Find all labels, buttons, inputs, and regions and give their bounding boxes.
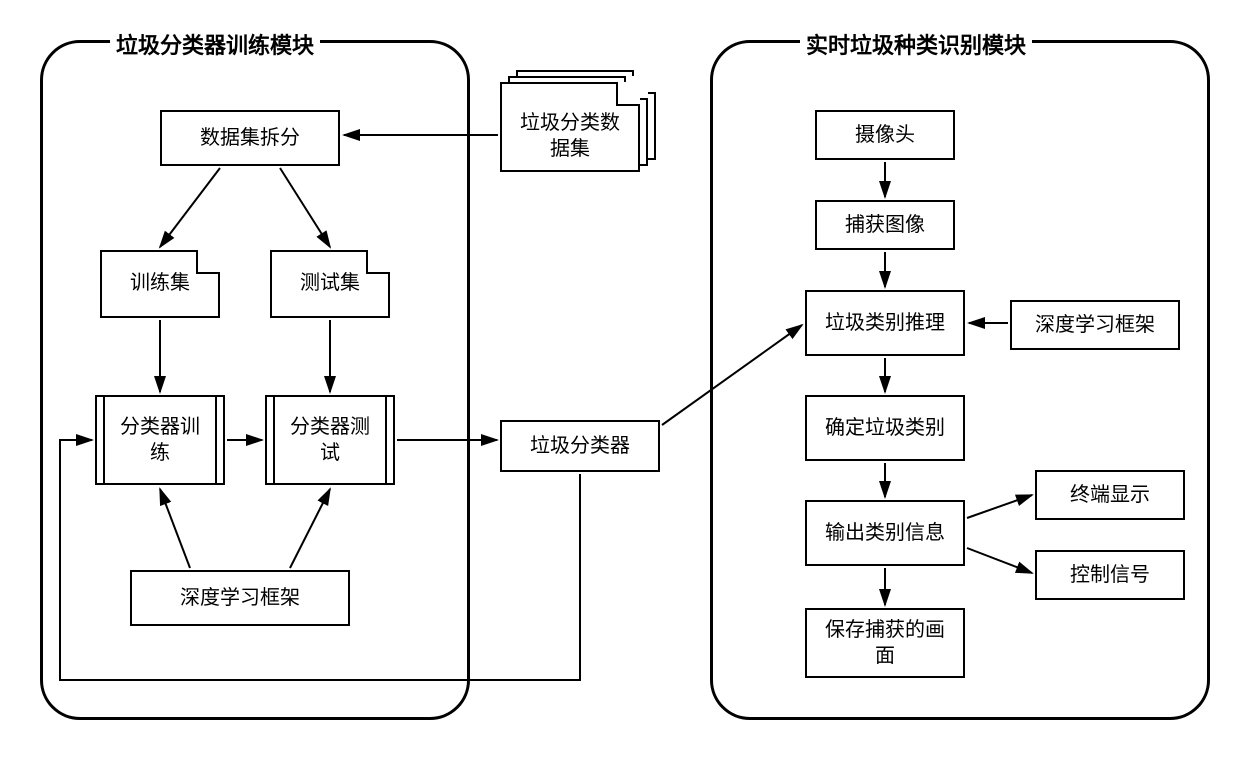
node-output: 输出类别信息 xyxy=(805,500,965,566)
right-panel-title: 实时垃圾种类识别模块 xyxy=(800,28,1032,60)
node-classifier: 垃圾分类器 xyxy=(500,420,660,472)
node-determine: 确定垃圾类别 xyxy=(805,395,965,461)
node-capture: 捕获图像 xyxy=(815,200,955,250)
node-classifier-train: 分类器训练 xyxy=(95,395,225,485)
node-inference: 垃圾类别推理 xyxy=(805,290,965,356)
node-label: 训练集 xyxy=(112,270,208,296)
node-label: 保存捕获的画面 xyxy=(817,617,953,669)
node-test-set: 测试集 xyxy=(270,250,390,318)
node-dataset-split: 数据集拆分 xyxy=(160,110,340,166)
node-label: 深度学习框架 xyxy=(180,585,300,611)
node-label: 测试集 xyxy=(282,270,378,296)
node-label: 终端显示 xyxy=(1070,482,1150,508)
node-control: 控制信号 xyxy=(1035,550,1185,600)
node-label: 垃圾分类器 xyxy=(530,433,630,459)
node-label: 捕获图像 xyxy=(845,212,925,238)
node-label: 摄像头 xyxy=(855,122,915,148)
node-label: 垃圾分类数据集 xyxy=(512,110,628,162)
node-classifier-test: 分类器测试 xyxy=(265,395,395,485)
node-label: 确定垃圾类别 xyxy=(825,415,945,441)
node-label: 数据集拆分 xyxy=(200,125,300,151)
node-train-set: 训练集 xyxy=(100,250,220,318)
node-label: 分类器测试 xyxy=(281,397,379,483)
node-dl-framework-right: 深度学习框架 xyxy=(1010,300,1180,350)
node-label: 垃圾类别推理 xyxy=(825,310,945,336)
node-terminal: 终端显示 xyxy=(1035,470,1185,520)
left-panel-title: 垃圾分类器训练模块 xyxy=(110,28,320,60)
node-save: 保存捕获的画面 xyxy=(805,608,965,678)
node-label: 输出类别信息 xyxy=(825,520,945,546)
node-camera: 摄像头 xyxy=(815,110,955,160)
doc-page-front: 垃圾分类数据集 xyxy=(500,82,640,172)
node-label: 深度学习框架 xyxy=(1035,312,1155,338)
node-label: 控制信号 xyxy=(1070,562,1150,588)
node-label: 分类器训练 xyxy=(111,397,209,483)
node-dl-framework-left: 深度学习框架 xyxy=(130,570,350,626)
